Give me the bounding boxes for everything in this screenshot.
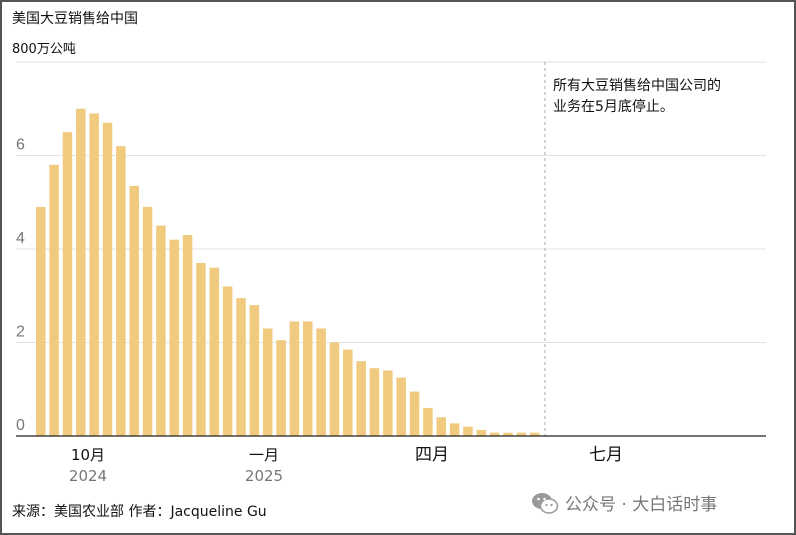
x-tick-label: 一月 xyxy=(249,446,279,464)
bar xyxy=(463,426,473,436)
bar xyxy=(236,298,246,436)
wechat-icon xyxy=(532,492,559,514)
bar xyxy=(262,328,273,436)
bar xyxy=(356,361,366,436)
bar xyxy=(423,407,433,436)
bar xyxy=(289,321,300,436)
bar xyxy=(249,305,260,436)
bar xyxy=(196,263,206,436)
y-tick-label: 6 xyxy=(16,137,25,154)
bar xyxy=(209,267,220,436)
x-tick-label: 四月 xyxy=(415,445,449,465)
watermark: 公众号 · 大白话时事 xyxy=(531,490,717,515)
bar xyxy=(142,206,153,436)
y-axis-unit: 800万公吨 xyxy=(12,42,76,57)
x-tick-label: 七月 xyxy=(589,445,623,465)
bar xyxy=(343,349,353,436)
bar xyxy=(303,321,313,436)
bar xyxy=(222,286,233,436)
source-credit: 来源：美国农业部 作者：Jacqueline Gu xyxy=(12,504,267,520)
bar xyxy=(276,340,286,436)
bar xyxy=(102,122,113,437)
bar xyxy=(116,146,126,436)
bar xyxy=(316,328,326,436)
bar xyxy=(396,377,406,436)
bar xyxy=(156,225,166,436)
bar xyxy=(369,368,380,436)
y-tick-label: 2 xyxy=(16,324,25,341)
bar xyxy=(503,432,513,436)
bar xyxy=(49,164,59,436)
bar xyxy=(76,108,86,436)
bar xyxy=(36,206,46,436)
x-tick-year: 2025 xyxy=(245,467,283,485)
bar xyxy=(476,429,487,436)
bar xyxy=(62,132,73,436)
bar xyxy=(329,342,340,436)
bar xyxy=(182,234,193,436)
bar xyxy=(489,432,500,436)
x-tick-year: 2024 xyxy=(69,467,107,485)
bar xyxy=(516,432,527,436)
watermark-text: 公众号 · 大白话时事 xyxy=(565,495,718,515)
annotation-line: 所有大豆销售给中国公司的 xyxy=(553,78,721,94)
bar xyxy=(383,370,393,436)
x-tick-label: 10月 xyxy=(71,446,105,464)
y-tick-label: 4 xyxy=(16,230,25,247)
annotation: 所有大豆销售给中国公司的 业务在5月底停止。 xyxy=(553,76,773,118)
bar xyxy=(409,391,420,436)
bar xyxy=(449,423,460,436)
bar xyxy=(89,113,99,437)
bar xyxy=(436,417,446,436)
chart-title: 美国大豆销售给中国 xyxy=(12,11,138,27)
bar xyxy=(129,185,139,436)
annotation-line: 业务在5月底停止。 xyxy=(553,99,674,115)
bar xyxy=(169,239,179,436)
bar xyxy=(529,432,540,436)
y-tick-label: 0 xyxy=(16,417,25,434)
